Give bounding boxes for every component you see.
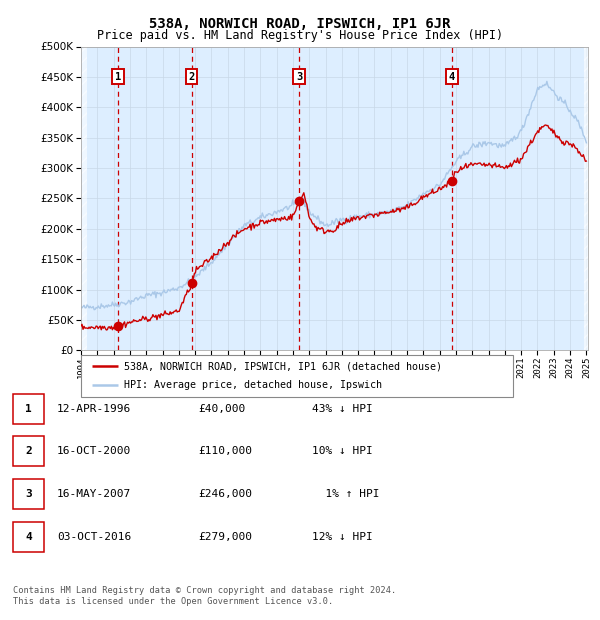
Text: 3: 3 <box>25 489 32 499</box>
Text: 2: 2 <box>25 446 32 456</box>
Bar <box>81 46 87 350</box>
Text: 16-OCT-2000: 16-OCT-2000 <box>57 446 131 456</box>
Text: 12% ↓ HPI: 12% ↓ HPI <box>312 532 373 542</box>
Text: Price paid vs. HM Land Registry's House Price Index (HPI): Price paid vs. HM Land Registry's House … <box>97 29 503 42</box>
Text: Contains HM Land Registry data © Crown copyright and database right 2024.: Contains HM Land Registry data © Crown c… <box>13 586 397 595</box>
Text: 1% ↑ HPI: 1% ↑ HPI <box>312 489 380 499</box>
Text: 03-OCT-2016: 03-OCT-2016 <box>57 532 131 542</box>
Text: £40,000: £40,000 <box>198 404 245 414</box>
Text: 4: 4 <box>449 72 455 82</box>
Bar <box>584 46 588 350</box>
Text: £110,000: £110,000 <box>198 446 252 456</box>
Text: 538A, NORWICH ROAD, IPSWICH, IP1 6JR (detached house): 538A, NORWICH ROAD, IPSWICH, IP1 6JR (de… <box>124 361 442 371</box>
Text: 1: 1 <box>115 72 121 82</box>
Text: This data is licensed under the Open Government Licence v3.0.: This data is licensed under the Open Gov… <box>13 597 334 606</box>
Text: 12-APR-1996: 12-APR-1996 <box>57 404 131 414</box>
Text: 10% ↓ HPI: 10% ↓ HPI <box>312 446 373 456</box>
Text: 538A, NORWICH ROAD, IPSWICH, IP1 6JR: 538A, NORWICH ROAD, IPSWICH, IP1 6JR <box>149 17 451 30</box>
Text: HPI: Average price, detached house, Ipswich: HPI: Average price, detached house, Ipsw… <box>124 381 382 391</box>
Text: 2: 2 <box>188 72 195 82</box>
Text: 16-MAY-2007: 16-MAY-2007 <box>57 489 131 499</box>
Text: £279,000: £279,000 <box>198 532 252 542</box>
FancyBboxPatch shape <box>81 355 513 397</box>
Text: 1: 1 <box>25 404 32 414</box>
Text: 43% ↓ HPI: 43% ↓ HPI <box>312 404 373 414</box>
Text: 3: 3 <box>296 72 302 82</box>
Text: 4: 4 <box>25 532 32 542</box>
Text: £246,000: £246,000 <box>198 489 252 499</box>
